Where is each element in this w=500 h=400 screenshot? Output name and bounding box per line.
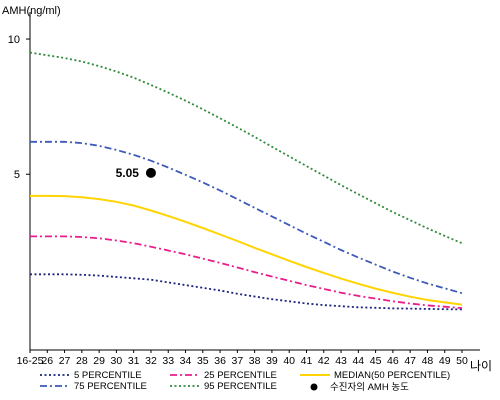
x-tick-label: 36 (214, 355, 226, 367)
x-tick-label: 29 (93, 355, 105, 367)
patient-amh-marker (145, 167, 156, 178)
legend-label: 5 PERCENTILE (74, 370, 142, 381)
patient-amh-value-label: 5.05 (116, 166, 140, 180)
legend-marker-swatch (310, 383, 318, 391)
series-lines (29, 51, 463, 311)
x-tick-label: 40 (283, 355, 295, 367)
x-tick-label: 32 (145, 355, 157, 367)
x-tick-label: 43 (335, 355, 347, 367)
x-tick-label: 27 (59, 355, 71, 367)
legend-label: MEDIAN(50 PERCENTILE) (334, 370, 450, 381)
x-tick-label: 34 (180, 355, 192, 367)
x-tick-label: 30 (111, 355, 123, 367)
series-line (30, 273, 463, 311)
x-tick-label: 16-25 (17, 355, 44, 367)
x-tick-label: 33 (162, 355, 174, 367)
legend-marker-label: 수진자의 AMH 농도 (330, 382, 409, 393)
y-tick-label: 10 (8, 34, 20, 46)
x-tick-label: 39 (266, 355, 278, 367)
legend-label: 75 PERCENTILE (74, 381, 147, 392)
x-tick-label: 26 (41, 355, 53, 367)
x-axis-label: 나이 (470, 359, 492, 373)
x-tick-label: 49 (439, 355, 451, 367)
x-tick-label: 38 (249, 355, 261, 367)
x-tick-label: 28 (76, 355, 88, 367)
x-tick-label: 37 (232, 355, 244, 367)
series-line (30, 194, 463, 306)
y-tick-label: 5 (14, 169, 20, 181)
x-tick-label: 31 (128, 355, 140, 367)
legend-label: 95 PERCENTILE (204, 381, 277, 392)
series-line (29, 51, 463, 245)
x-tick-label: 42 (318, 355, 330, 367)
x-tick-label: 44 (352, 355, 364, 367)
x-tick-label: 35 (197, 355, 209, 367)
legend-label: 25 PERCENTILE (204, 370, 277, 381)
annotation: 5.05 (116, 166, 156, 180)
x-tick-label: 46 (387, 355, 399, 367)
x-tick-label: 47 (404, 355, 416, 367)
series-line (30, 235, 463, 309)
y-axis-label: AMH(ng/ml) (2, 5, 61, 17)
legend: 5 PERCENTILE 25 PERCENTILE MEDIAN(50 PERCE… (40, 370, 450, 393)
x-tick-label: 50 (456, 355, 468, 367)
x-tick-label: 45 (370, 355, 382, 367)
x-tick-label: 48 (422, 355, 434, 367)
series-line (30, 140, 463, 295)
x-tick-label: 41 (301, 355, 313, 367)
